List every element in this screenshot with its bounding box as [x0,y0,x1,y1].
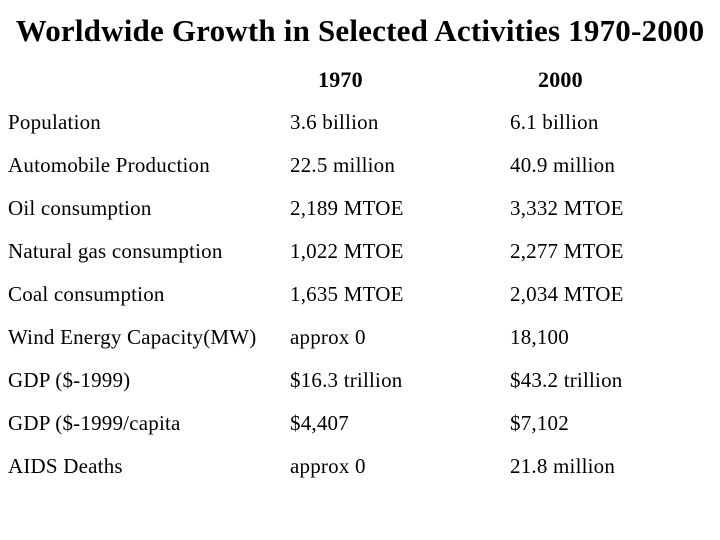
value-1970-population: 3.6 billion [290,110,379,134]
value-2000-automobile-production: 40.9 million [510,153,616,177]
row-label-oil-consumption: Oil consumption [8,196,152,220]
value-1970-natural-gas-consumption: 1,022 MTOE [290,239,404,263]
value-1970-wind-energy-capacity: approx 0 [290,325,366,349]
value-1970-gdp-per-capita: $4,407 [290,411,349,435]
value-2000-coal-consumption: 2,034 MTOE [510,282,624,306]
row-label-gdp-per-capita: GDP ($-1999/capita [8,411,181,435]
value-2000-wind-energy-capacity: 18,100 [510,325,569,349]
value-2000-gdp: $43.2 trillion [510,368,623,392]
row-label-wind-energy-capacity: Wind Energy Capacity(MW) [8,325,257,349]
value-2000-aids-deaths: 21.8 million [510,454,616,478]
value-1970-oil-consumption: 2,189 MTOE [290,196,404,220]
value-2000-population: 6.1 billion [510,110,599,134]
row-label-natural-gas-consumption: Natural gas consumption [8,239,223,263]
row-label-gdp: GDP ($-1999) [8,368,131,392]
value-2000-oil-consumption: 3,332 MTOE [510,196,624,220]
column-header-1970: 1970 [318,67,363,92]
column-header-2000: 2000 [538,67,583,92]
row-label-automobile-production: Automobile Production [8,153,210,177]
value-1970-aids-deaths: approx 0 [290,454,366,478]
value-1970-gdp: $16.3 trillion [290,368,403,392]
row-label-coal-consumption: Coal consumption [8,282,165,306]
value-2000-gdp-per-capita: $7,102 [510,411,569,435]
value-2000-natural-gas-consumption: 2,277 MTOE [510,239,624,263]
value-1970-automobile-production: 22.5 million [290,153,396,177]
slide-title: Worldwide Growth in Selected Activities … [15,13,705,48]
growth-table: 1970 2000 Population 3.6 billion 6.1 bil… [8,66,720,496]
row-label-population: Population [8,110,102,134]
value-1970-coal-consumption: 1,635 MTOE [290,282,404,306]
row-label-aids-deaths: AIDS Deaths [8,454,123,478]
